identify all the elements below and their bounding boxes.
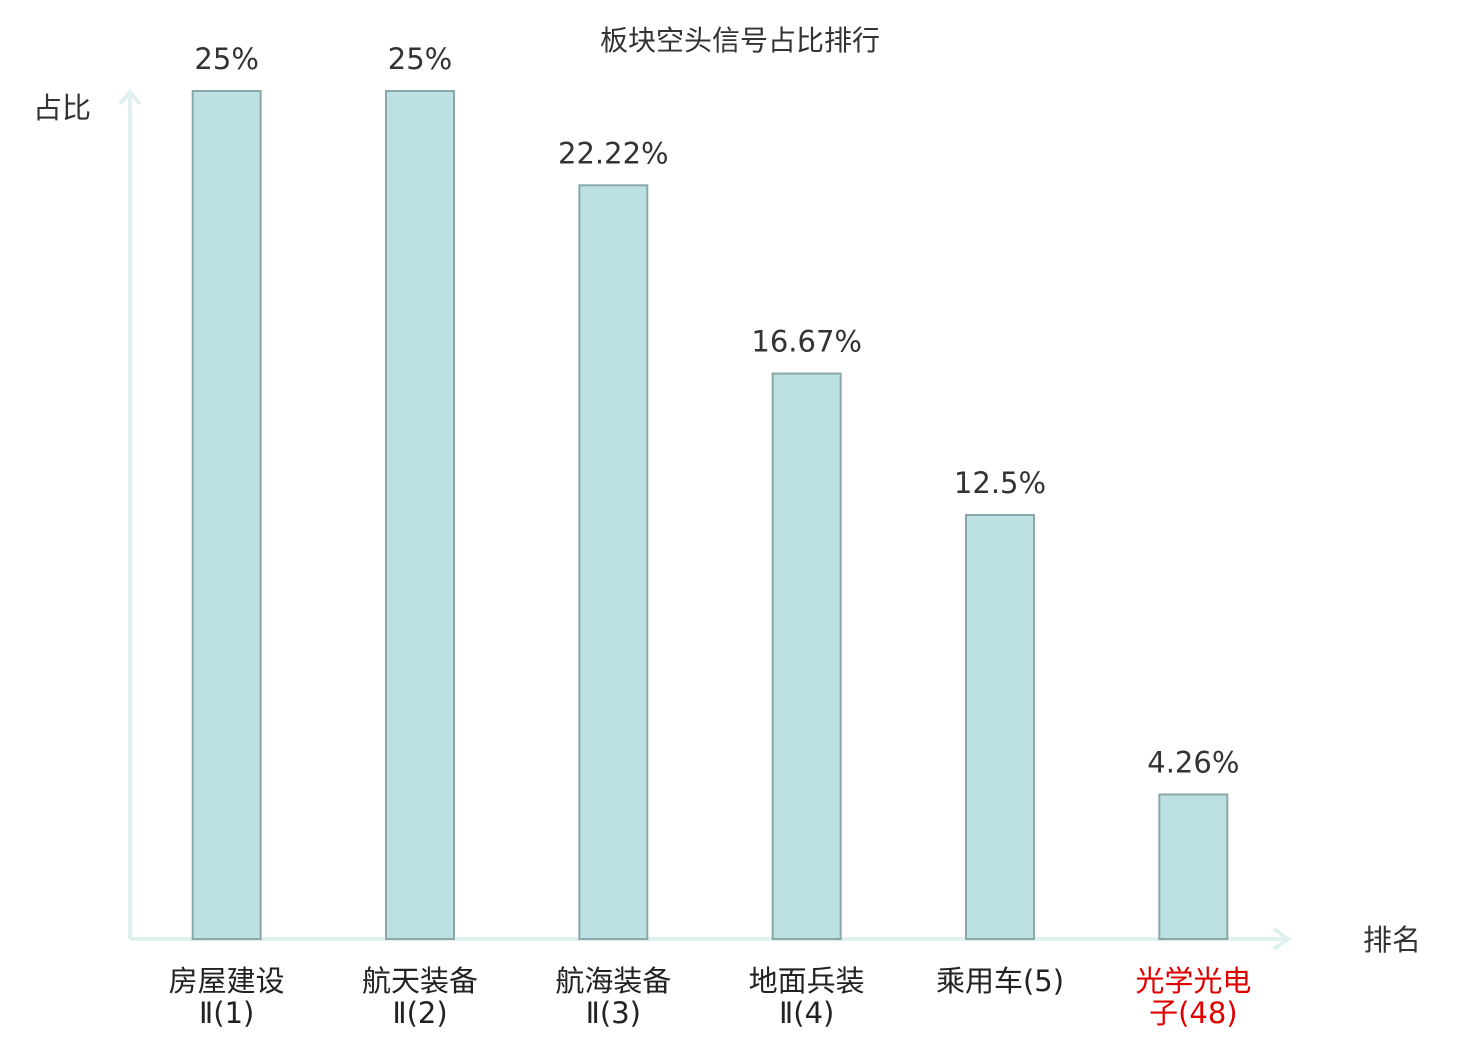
x-tick-label: 子(48) bbox=[1149, 996, 1238, 1030]
x-tick-label: Ⅱ(2) bbox=[392, 996, 447, 1030]
value-label: 22.22% bbox=[558, 136, 669, 170]
value-label: 4.26% bbox=[1147, 746, 1239, 780]
chart-title: 板块空头信号占比排行 bbox=[600, 24, 880, 57]
axes bbox=[118, 88, 1292, 951]
x-axis-arrow bbox=[1272, 927, 1292, 951]
x-tick-label: Ⅱ(3) bbox=[586, 996, 641, 1030]
x-tick-label: 房屋建设 bbox=[169, 964, 285, 998]
y-axis-label: 占比 bbox=[33, 91, 91, 125]
value-label: 25% bbox=[194, 42, 258, 76]
bar bbox=[191, 90, 262, 940]
bar bbox=[1158, 793, 1229, 940]
x-tick-label: 光学光电 bbox=[1135, 964, 1251, 998]
x-tick-label: Ⅱ(1) bbox=[199, 996, 254, 1030]
bar bbox=[578, 184, 649, 940]
value-label: 16.67% bbox=[751, 325, 862, 359]
bar bbox=[771, 372, 842, 940]
y-axis-arrow bbox=[118, 88, 142, 106]
x-tick-label: 地面兵装 bbox=[749, 964, 865, 998]
x-tick-label: 航海装备 bbox=[555, 964, 671, 998]
bar bbox=[965, 514, 1035, 940]
x-tick-label: Ⅱ(4) bbox=[779, 996, 834, 1030]
bar bbox=[385, 90, 455, 940]
x-tick-label: 航天装备 bbox=[362, 964, 478, 998]
x-axis-label: 排名 bbox=[1363, 923, 1421, 957]
x-tick-label: 乘用车(5) bbox=[936, 964, 1064, 998]
value-label: 25% bbox=[388, 42, 452, 76]
value-label: 12.5% bbox=[954, 466, 1046, 500]
